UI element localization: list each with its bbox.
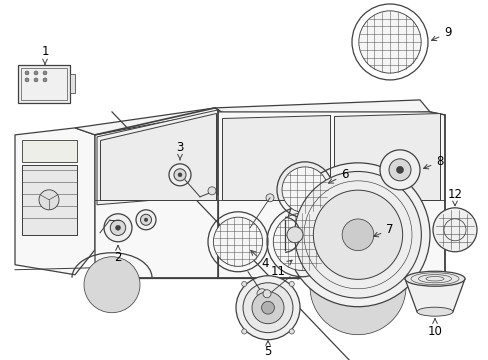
Circle shape — [25, 78, 29, 82]
Circle shape — [84, 257, 140, 313]
Circle shape — [286, 227, 303, 243]
Circle shape — [243, 283, 292, 333]
Circle shape — [43, 71, 47, 75]
Circle shape — [263, 290, 270, 298]
Circle shape — [251, 292, 284, 324]
Text: 12: 12 — [447, 188, 462, 206]
Text: 8: 8 — [423, 156, 443, 169]
Circle shape — [379, 150, 419, 190]
Polygon shape — [404, 279, 464, 312]
Circle shape — [241, 329, 246, 334]
Polygon shape — [75, 108, 235, 135]
Circle shape — [213, 217, 262, 266]
Circle shape — [39, 190, 59, 210]
Ellipse shape — [404, 271, 464, 286]
Text: 4: 4 — [250, 251, 268, 270]
Circle shape — [396, 166, 403, 174]
Circle shape — [241, 282, 246, 287]
Text: 9: 9 — [430, 27, 451, 41]
Circle shape — [144, 218, 147, 222]
Circle shape — [282, 167, 327, 213]
Polygon shape — [95, 112, 444, 278]
Text: 7: 7 — [373, 223, 393, 237]
Circle shape — [178, 173, 182, 177]
Circle shape — [104, 214, 132, 242]
Circle shape — [169, 164, 191, 186]
Circle shape — [288, 282, 294, 287]
Circle shape — [342, 219, 373, 251]
Polygon shape — [333, 113, 439, 200]
Bar — [21, 68, 67, 100]
Bar — [18, 65, 70, 103]
Polygon shape — [97, 110, 218, 205]
Circle shape — [285, 163, 429, 307]
Circle shape — [136, 210, 156, 230]
Polygon shape — [15, 128, 95, 275]
Circle shape — [294, 171, 421, 298]
Circle shape — [261, 301, 274, 314]
Text: 1: 1 — [41, 45, 49, 64]
Circle shape — [25, 71, 29, 75]
Circle shape — [140, 214, 151, 225]
Text: 10: 10 — [427, 319, 442, 338]
Circle shape — [388, 159, 410, 181]
Bar — [22, 165, 77, 235]
Circle shape — [34, 71, 38, 75]
Circle shape — [288, 329, 294, 334]
Circle shape — [313, 190, 402, 279]
Text: 3: 3 — [176, 141, 183, 160]
Circle shape — [309, 239, 405, 335]
Circle shape — [207, 187, 216, 195]
Circle shape — [110, 220, 125, 235]
Circle shape — [174, 169, 185, 181]
Polygon shape — [222, 115, 329, 200]
Polygon shape — [215, 100, 429, 120]
Bar — [70, 75, 75, 93]
Polygon shape — [100, 113, 216, 200]
Circle shape — [115, 225, 120, 230]
Text: 11: 11 — [270, 260, 291, 278]
Ellipse shape — [416, 307, 452, 316]
Circle shape — [273, 213, 330, 270]
Circle shape — [265, 194, 273, 202]
Circle shape — [432, 208, 476, 252]
Text: 2: 2 — [114, 246, 122, 264]
Circle shape — [34, 78, 38, 82]
Circle shape — [257, 289, 266, 299]
Circle shape — [358, 11, 420, 73]
Text: 5: 5 — [264, 341, 271, 358]
Circle shape — [43, 78, 47, 82]
Bar — [22, 140, 77, 162]
Text: 6: 6 — [328, 168, 348, 183]
Circle shape — [236, 276, 299, 340]
